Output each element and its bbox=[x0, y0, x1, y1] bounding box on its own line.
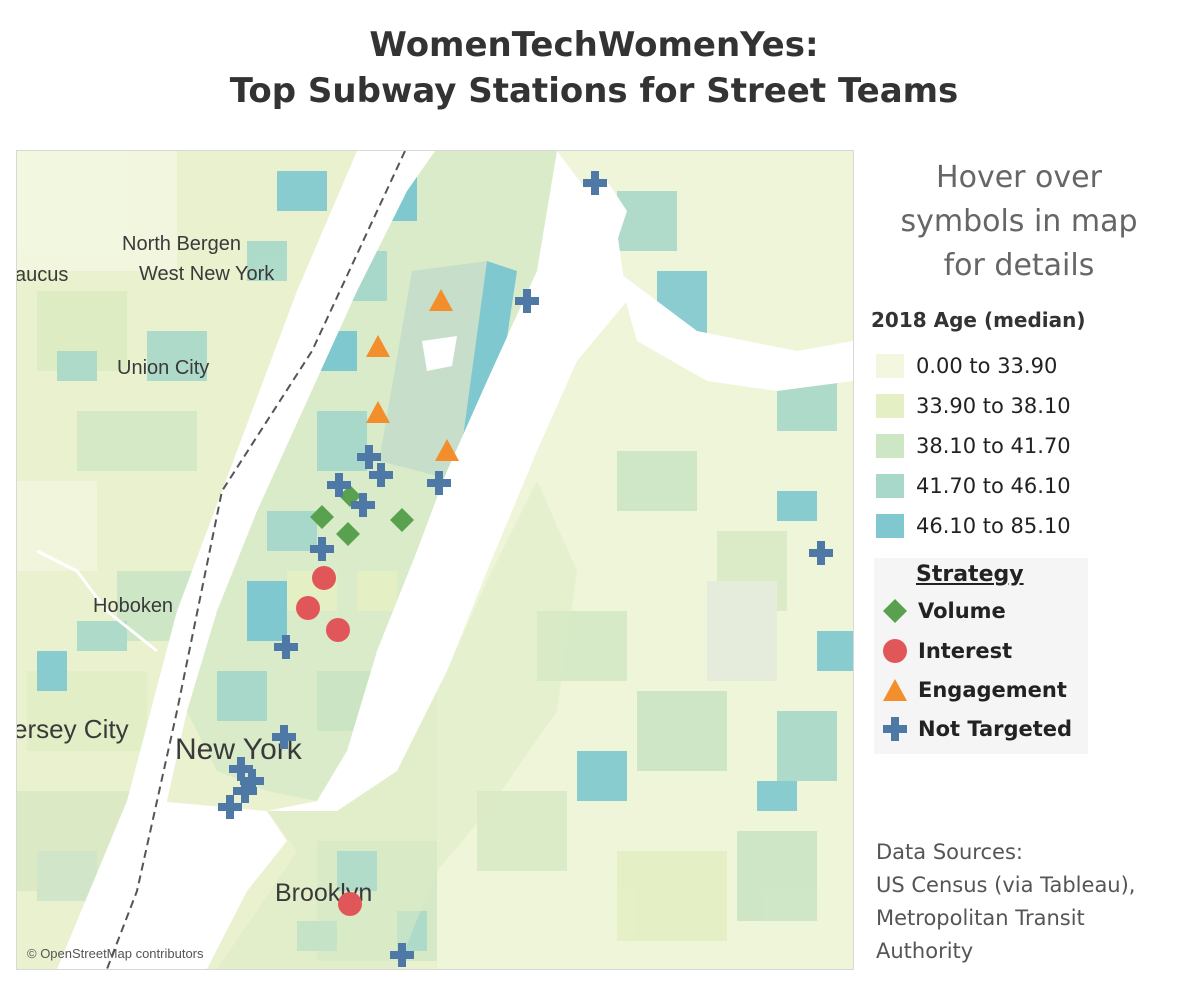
data-sources: Data Sources: US Census (via Tableau), M… bbox=[876, 836, 1136, 968]
label-jersey-city: ersey City bbox=[17, 714, 129, 744]
age-legend-label: 38.10 to 41.70 bbox=[916, 434, 1071, 458]
sources-line: Metropolitan Transit bbox=[876, 906, 1085, 930]
station-interest[interactable] bbox=[296, 596, 320, 620]
station-not-targeted[interactable] bbox=[390, 943, 414, 967]
station-interest[interactable] bbox=[312, 566, 336, 590]
age-legend-title: 2018 Age (median) bbox=[871, 308, 1086, 332]
strategy-item-not-targeted: Not Targeted bbox=[882, 716, 1072, 742]
age-legend-label: 41.70 to 46.10 bbox=[916, 474, 1071, 498]
diamond-icon bbox=[883, 599, 907, 623]
label-union-city: Union City bbox=[117, 357, 209, 379]
title-line-2: Top Subway Stations for Street Teams bbox=[229, 71, 959, 111]
map-canvas[interactable]: North Bergen West New York aucus Union C… bbox=[17, 151, 853, 969]
age-legend-label: 46.10 to 85.10 bbox=[916, 514, 1071, 538]
station-not-targeted[interactable] bbox=[310, 537, 334, 561]
station-not-targeted[interactable] bbox=[240, 769, 264, 793]
station-not-targeted[interactable] bbox=[369, 463, 393, 487]
strategy-item-interest: Interest bbox=[882, 638, 1012, 664]
station-not-targeted[interactable] bbox=[357, 445, 381, 469]
hover-instructions: Hover over symbols in map for details bbox=[872, 156, 1166, 288]
chart-title: WomenTechWomenYes: Top Subway Stations f… bbox=[0, 22, 1188, 114]
color-swatch bbox=[876, 354, 904, 378]
label-secaucus: aucus bbox=[17, 264, 68, 286]
map-view[interactable]: North Bergen West New York aucus Union C… bbox=[16, 150, 854, 970]
strategy-item-engagement: Engagement bbox=[882, 677, 1067, 703]
station-not-targeted[interactable] bbox=[515, 289, 539, 313]
station-not-targeted[interactable] bbox=[229, 757, 253, 781]
station-not-targeted[interactable] bbox=[351, 493, 375, 517]
station-engagement[interactable] bbox=[429, 289, 453, 311]
label-north-bergen: North Bergen bbox=[122, 233, 241, 255]
color-swatch bbox=[876, 394, 904, 418]
age-legend-label: 33.90 to 38.10 bbox=[916, 394, 1071, 418]
station-engagement[interactable] bbox=[366, 335, 390, 357]
station-interest[interactable] bbox=[338, 892, 362, 916]
strategy-label: Interest bbox=[918, 639, 1013, 663]
station-markers[interactable] bbox=[218, 171, 833, 967]
circle-icon bbox=[883, 639, 907, 663]
hint-line: Hover over bbox=[936, 160, 1102, 195]
hint-line: for details bbox=[943, 248, 1095, 283]
age-legend-item[interactable]: 33.90 to 38.10 bbox=[876, 386, 1071, 426]
station-engagement[interactable] bbox=[435, 439, 459, 461]
label-hoboken: Hoboken bbox=[93, 595, 173, 617]
station-volume[interactable] bbox=[336, 522, 360, 546]
station-not-targeted[interactable] bbox=[233, 779, 257, 803]
color-swatch bbox=[876, 514, 904, 538]
strategy-item-volume: Volume bbox=[882, 598, 1006, 624]
age-legend[interactable]: 0.00 to 33.90 33.90 to 38.10 38.10 to 41… bbox=[876, 346, 1071, 546]
color-swatch bbox=[876, 474, 904, 498]
age-legend-item[interactable]: 0.00 to 33.90 bbox=[876, 346, 1071, 386]
strategy-label: Engagement bbox=[918, 678, 1067, 702]
strategy-legend-title: Strategy bbox=[916, 562, 1024, 587]
station-not-targeted[interactable] bbox=[327, 473, 351, 497]
strategy-legend: Strategy Volume Interest Engagement Not … bbox=[874, 558, 1088, 754]
strategy-label: Volume bbox=[918, 599, 1006, 623]
station-not-targeted[interactable] bbox=[583, 171, 607, 195]
title-line-1: WomenTechWomenYes: bbox=[369, 25, 819, 65]
station-not-targeted[interactable] bbox=[218, 795, 242, 819]
station-not-targeted[interactable] bbox=[427, 471, 451, 495]
label-west-new-york: West New York bbox=[139, 263, 275, 285]
color-swatch bbox=[876, 434, 904, 458]
age-legend-item[interactable]: 38.10 to 41.70 bbox=[876, 426, 1071, 466]
strategy-label: Not Targeted bbox=[918, 717, 1073, 741]
station-volume[interactable] bbox=[390, 508, 414, 532]
age-legend-label: 0.00 to 33.90 bbox=[916, 354, 1058, 378]
station-not-targeted[interactable] bbox=[274, 635, 298, 659]
map-attribution[interactable]: © OpenStreetMap contributors bbox=[27, 946, 204, 961]
sources-line: Data Sources: bbox=[876, 840, 1023, 864]
station-not-targeted[interactable] bbox=[809, 541, 833, 565]
sources-line: Authority bbox=[876, 939, 974, 963]
age-legend-item[interactable]: 46.10 to 85.10 bbox=[876, 506, 1071, 546]
hint-line: symbols in map bbox=[900, 204, 1138, 239]
station-engagement[interactable] bbox=[366, 401, 390, 423]
station-volume[interactable] bbox=[310, 505, 334, 529]
station-not-targeted[interactable] bbox=[272, 725, 296, 749]
station-interest[interactable] bbox=[326, 618, 350, 642]
triangle-icon bbox=[883, 679, 907, 701]
sources-line: US Census (via Tableau), bbox=[876, 873, 1136, 897]
age-legend-item[interactable]: 41.70 to 46.10 bbox=[876, 466, 1071, 506]
cross-icon bbox=[883, 717, 907, 741]
